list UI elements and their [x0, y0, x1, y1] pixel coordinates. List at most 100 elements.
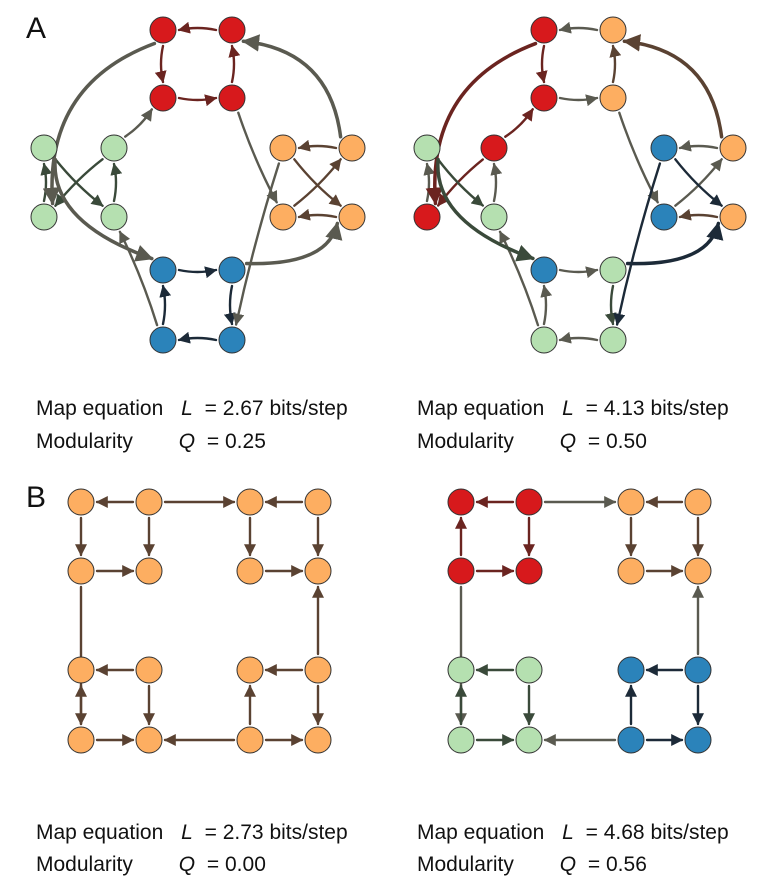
directed-edge	[177, 266, 218, 279]
map-symbol: L	[562, 821, 574, 844]
outer-arc-edge	[241, 34, 343, 139]
blue-node	[530, 256, 558, 284]
orange-node	[304, 557, 332, 585]
green-node	[530, 326, 558, 354]
modularity-label: Modularity	[417, 430, 514, 453]
directed-edge	[604, 284, 617, 326]
caption-a-right-mod: Modularity Q = 0.50	[417, 430, 647, 454]
map-symbol: L	[181, 821, 193, 844]
directed-edge	[436, 158, 485, 207]
green-node	[100, 203, 128, 231]
network-b-right	[447, 488, 712, 754]
directed-edge	[228, 44, 241, 84]
directed-edge	[177, 21, 218, 34]
orange-node	[719, 203, 747, 231]
directed-edge	[618, 111, 659, 204]
caption-a-right-map: Map equation L = 4.13 bits/step	[417, 397, 729, 421]
orange-node	[304, 656, 332, 684]
orange-node	[599, 84, 627, 112]
directed-edge	[154, 44, 167, 84]
directed-edge	[535, 44, 548, 84]
green-node	[30, 134, 58, 162]
directed-edge	[297, 139, 338, 152]
red-node	[149, 16, 177, 44]
caption-b-left-map: Map equation L = 2.73 bits/step	[36, 821, 348, 845]
orange-node	[719, 134, 747, 162]
network-a-right	[413, 16, 747, 354]
directed-edge	[40, 162, 53, 203]
directed-edge	[678, 208, 719, 221]
mod-value: = 0.25	[206, 430, 266, 453]
blue-node	[149, 326, 177, 354]
mod-symbol: Q	[559, 430, 577, 453]
mod-symbol: Q	[178, 853, 196, 876]
map-equation-label: Map equation	[417, 821, 545, 844]
modularity-label: Modularity	[36, 430, 133, 453]
directed-edge	[609, 44, 622, 84]
red-node	[149, 84, 177, 112]
panel-label-a: A	[26, 12, 47, 45]
map-equation-label: Map equation	[36, 821, 164, 844]
directed-edge	[177, 94, 218, 107]
mod-value: = 0.00	[206, 853, 266, 876]
red-node	[530, 84, 558, 112]
orange-node	[684, 557, 712, 585]
orange-node	[135, 656, 163, 684]
orange-node	[304, 726, 332, 754]
orange-node	[617, 557, 645, 585]
outer-arc-edge	[244, 221, 343, 266]
map-equation-label: Map equation	[417, 397, 545, 420]
mod-symbol: Q	[178, 430, 196, 453]
mod-value: = 0.56	[587, 853, 647, 876]
outer-arc-edge	[622, 34, 724, 139]
orange-node	[617, 488, 645, 516]
green-node	[480, 203, 508, 231]
map-symbol: L	[181, 397, 193, 420]
directed-edge	[177, 331, 218, 344]
orange-node	[304, 488, 332, 516]
orange-node	[67, 726, 95, 754]
green-node	[413, 134, 441, 162]
green-node	[100, 134, 128, 162]
red-node	[413, 203, 441, 231]
network-a-left	[30, 16, 366, 354]
orange-node	[236, 557, 264, 585]
red-node	[480, 134, 508, 162]
orange-node	[67, 488, 95, 516]
directed-edge	[297, 208, 338, 221]
orange-node	[135, 726, 163, 754]
red-node	[515, 488, 543, 516]
outer-arc-edge	[42, 41, 157, 206]
orange-node	[269, 203, 297, 231]
blue-node	[617, 656, 645, 684]
directed-edge	[540, 284, 553, 326]
blue-node	[650, 134, 678, 162]
map-value: = 4.68 bits/step	[585, 821, 729, 844]
directed-edge	[490, 162, 503, 203]
green-node	[515, 726, 543, 754]
directed-edge	[110, 162, 123, 203]
directed-edge	[558, 94, 599, 107]
directed-edge	[558, 266, 599, 279]
directed-edge	[674, 158, 723, 207]
outer-arc-edge	[625, 221, 724, 266]
blue-node	[684, 726, 712, 754]
orange-node	[599, 16, 627, 44]
red-node	[218, 16, 246, 44]
outer-arc-edge	[53, 157, 154, 262]
directed-edge	[498, 230, 540, 327]
orange-node	[135, 488, 163, 516]
modularity-label: Modularity	[36, 853, 133, 876]
red-node	[447, 488, 475, 516]
directed-edge	[504, 108, 534, 138]
directed-edge	[674, 158, 723, 207]
blue-node	[218, 326, 246, 354]
blue-node	[218, 256, 246, 284]
orange-node	[338, 134, 366, 162]
orange-node	[67, 557, 95, 585]
red-node	[530, 16, 558, 44]
caption-b-right-mod: Modularity Q = 0.56	[417, 853, 647, 877]
directed-edge	[54, 158, 104, 207]
red-node	[218, 84, 246, 112]
